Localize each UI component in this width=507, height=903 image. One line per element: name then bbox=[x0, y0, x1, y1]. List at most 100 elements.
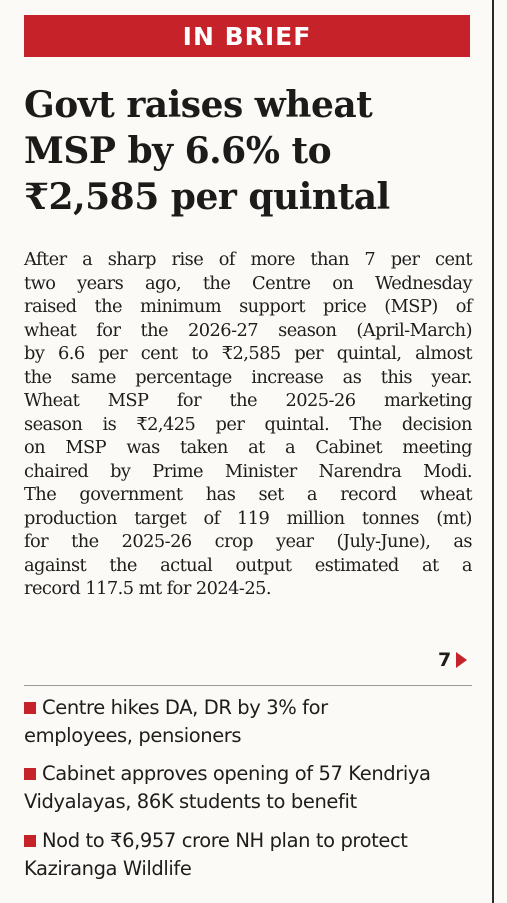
article-word: on bbox=[332, 272, 354, 294]
article-word: ₹2,425 bbox=[136, 413, 196, 435]
article-word: a bbox=[82, 249, 93, 270]
article-word: The bbox=[24, 484, 57, 505]
article-word: million bbox=[286, 507, 345, 529]
brief-line: Vidyalayas, 86K students to benefit bbox=[24, 790, 357, 813]
article-line: record 117.5 mt for 2024-25. bbox=[24, 578, 272, 599]
article-word: against bbox=[24, 554, 87, 576]
article-line: two years ago, the Centre on Wednesday bbox=[24, 272, 473, 296]
article-word: a bbox=[461, 554, 473, 576]
article-word: government bbox=[79, 484, 183, 505]
article-word: of bbox=[218, 249, 236, 270]
article-word: marketing bbox=[383, 390, 473, 411]
brief-line: Kaziranga Wildlife bbox=[24, 857, 192, 880]
article-word: estimated bbox=[314, 554, 400, 576]
article-word: as bbox=[342, 366, 362, 388]
article-word: at bbox=[248, 437, 265, 458]
article-word: at bbox=[422, 554, 439, 576]
article-word: year. bbox=[431, 366, 472, 388]
article-line: against the actual output estimated at a bbox=[24, 554, 473, 578]
article-word: crop bbox=[214, 531, 254, 552]
article-word: Prime bbox=[152, 460, 204, 482]
brief-item[interactable]: Centre hikes DA, DR by 3% for employees,… bbox=[24, 694, 484, 750]
red-triangle-arrow-icon bbox=[456, 652, 468, 668]
article-word: 2026-27 bbox=[188, 319, 259, 341]
article-word: (MSP) bbox=[384, 296, 438, 317]
article-word: season bbox=[24, 413, 83, 435]
article-word: this bbox=[380, 366, 413, 388]
article-word: more bbox=[250, 249, 295, 270]
continued-on-page-link[interactable]: 7 bbox=[438, 649, 468, 671]
article-word: has bbox=[205, 484, 236, 505]
article-word: the bbox=[24, 366, 52, 388]
article-word: quintal, bbox=[336, 343, 402, 364]
article-word: of bbox=[455, 296, 473, 317]
article-word: set bbox=[258, 484, 285, 505]
article-word: MSP bbox=[107, 390, 149, 411]
article-word: a bbox=[285, 437, 296, 458]
article-word: per bbox=[294, 343, 324, 364]
headline-line: Govt raises wheat bbox=[24, 84, 373, 126]
in-brief-banner: IN BRIEF bbox=[24, 15, 470, 57]
article-word: sharp bbox=[107, 249, 157, 270]
article-word: by bbox=[110, 460, 131, 482]
article-line: for the 2025-26 crop year (July-June), as bbox=[24, 530, 473, 554]
article-word: percentage bbox=[135, 366, 232, 388]
article-word: the bbox=[202, 272, 231, 294]
brief-line: Nod to ₹6,957 crore NH plan to protect bbox=[24, 827, 484, 855]
headline-line: MSP by 6.6% to bbox=[24, 130, 332, 172]
article-line: by 6.6 per cent to ₹2,585 per quintal, almost bbox=[24, 342, 473, 366]
article-word: (April-March) bbox=[356, 319, 472, 341]
article-word: the bbox=[140, 319, 168, 341]
article-line: The government has set a record wheat bbox=[24, 483, 472, 507]
article-word: is bbox=[102, 413, 117, 435]
article-word: MSP bbox=[65, 437, 107, 458]
brief-item[interactable]: Cabinet approves opening of 57 Kendriya … bbox=[24, 760, 484, 816]
article-word: cent bbox=[140, 343, 178, 364]
red-square-bullet-icon bbox=[24, 768, 36, 780]
article-word: per bbox=[390, 249, 420, 270]
article-word: year bbox=[276, 531, 314, 552]
article-line: production target of 119 million tonnes (mt) bbox=[24, 507, 472, 531]
article-word: Centre bbox=[252, 272, 311, 294]
article-line: the same percentage increase as this year. bbox=[24, 366, 473, 390]
brief-item[interactable]: Nod to ₹6,957 crore NH plan to protect K… bbox=[24, 827, 484, 883]
article-word: output bbox=[235, 554, 293, 576]
article-word: same bbox=[70, 366, 116, 388]
article-word: than bbox=[310, 249, 349, 270]
article-word: Modi. bbox=[423, 460, 472, 482]
article-word: price bbox=[322, 296, 367, 317]
article-line: season is ₹2,425 per quintal. The decision bbox=[24, 413, 472, 437]
article-line: wheat for the 2026-27 season (April-March) bbox=[24, 319, 473, 343]
article-word: Cabinet bbox=[315, 437, 382, 458]
article-word: the bbox=[71, 531, 99, 552]
headline-line: ₹2,585 per quintal bbox=[24, 176, 390, 218]
article-line: After a sharp rise of more than 7 per cent bbox=[24, 248, 472, 272]
section-divider bbox=[24, 685, 472, 686]
brief-text: Nod to ₹6,957 crore NH plan to protect bbox=[42, 829, 408, 852]
article-word: 7 bbox=[364, 249, 376, 270]
article-word: for bbox=[176, 390, 202, 411]
article-word: quintal. bbox=[264, 413, 330, 435]
article-word: of bbox=[203, 507, 221, 529]
article-word: for bbox=[96, 319, 121, 341]
continued-page-number: 7 bbox=[438, 649, 452, 671]
article-word: support bbox=[239, 296, 305, 317]
article-word: years bbox=[77, 272, 124, 294]
brief-line: Centre hikes DA, DR by 3% for bbox=[24, 694, 484, 722]
article-word: the bbox=[229, 390, 258, 411]
article-word: (July-June), bbox=[336, 531, 431, 552]
article-word: season bbox=[278, 319, 337, 341]
article-word: as bbox=[453, 531, 472, 552]
article-word: the bbox=[94, 296, 123, 317]
article-word: 2025-26 bbox=[285, 390, 356, 411]
article-word: for bbox=[24, 531, 49, 552]
article-word: rise bbox=[171, 249, 204, 270]
article-word: meeting bbox=[402, 437, 472, 458]
article-word: taken bbox=[180, 437, 228, 458]
article-word: record bbox=[340, 484, 397, 505]
brief-text: Cabinet approves opening of 57 Kendriya bbox=[42, 762, 431, 785]
article-word: minimum bbox=[140, 296, 222, 317]
article-word: raised bbox=[24, 296, 77, 317]
article-word: 6.6 bbox=[58, 343, 85, 364]
article-word: wheat bbox=[24, 319, 77, 341]
